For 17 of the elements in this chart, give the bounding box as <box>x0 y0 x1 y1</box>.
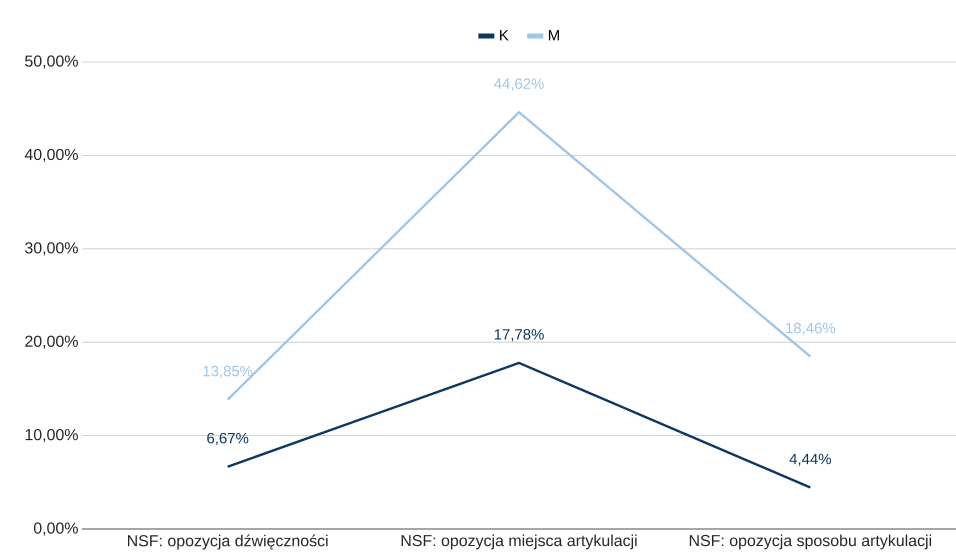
y-tick-label: 30,00% <box>25 242 78 256</box>
legend-label: M <box>548 30 559 40</box>
y-tick-label: 20,00% <box>25 336 78 349</box>
legend-label: K <box>500 30 509 40</box>
data-label: 6,67% <box>207 432 248 446</box>
data-label: 44,62% <box>494 78 544 91</box>
y-tick-label: 10,00% <box>26 429 78 442</box>
data-label: 17,78% <box>494 329 544 342</box>
x-tick-label: NSF: opozycja dźwięczności <box>128 534 328 550</box>
data-label: 13,85% <box>203 366 252 378</box>
y-tick-label: 0,00% <box>34 522 78 536</box>
x-tick-label: NSF: opozycja miejsca artykulacji <box>402 534 637 550</box>
x-tick-label: NSF: opozycja sposobu artykulacji <box>690 534 932 550</box>
data-label: 4,44% <box>790 454 831 466</box>
y-tick-label: 40,00% <box>24 148 78 162</box>
data-label: 18,46% <box>786 322 836 336</box>
y-tick-label: 50,00% <box>25 55 78 69</box>
